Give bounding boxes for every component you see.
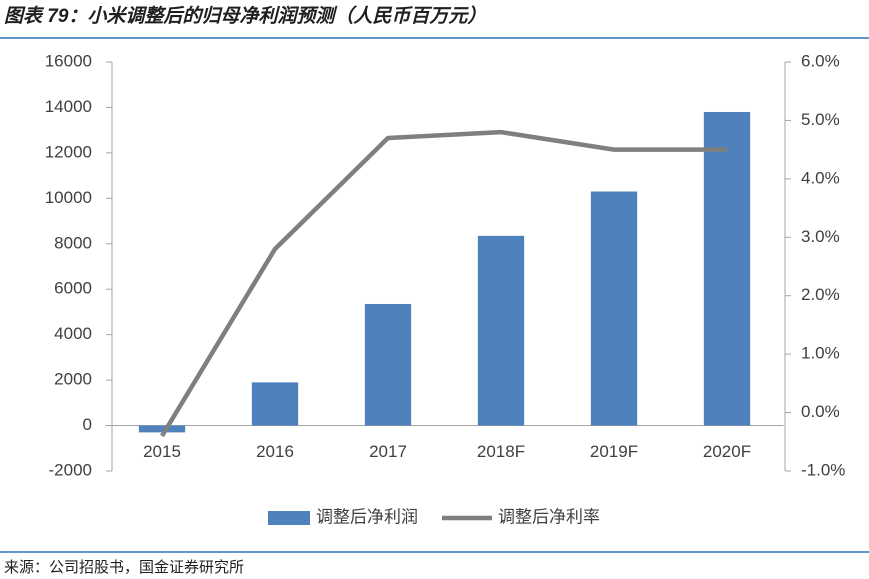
- y-tick-label: 4000: [54, 324, 92, 343]
- y2-tick-label: 3.0%: [801, 227, 840, 246]
- chart-title: 图表 79：小米调整后的归母净利润预测（人民币百万元）: [4, 5, 486, 27]
- y-tick-label: 8000: [54, 233, 92, 252]
- x-tick-label: 2017: [369, 442, 407, 461]
- x-tick-label: 2018F: [477, 442, 525, 461]
- x-tick-label: 2016: [256, 442, 294, 461]
- y-tick-label: 16000: [45, 51, 92, 70]
- bar: [252, 382, 298, 425]
- legend-swatch: [268, 511, 310, 525]
- line: [162, 132, 727, 436]
- legend-label: 调整后净利润: [316, 507, 418, 526]
- x-tick-label: 2020F: [703, 442, 751, 461]
- bar: [704, 112, 750, 426]
- x-tick-label: 2019F: [590, 442, 638, 461]
- y-tick-label: 12000: [45, 142, 92, 161]
- bar: [139, 426, 185, 433]
- y-tick-label: 10000: [45, 188, 92, 207]
- y2-tick-label: 5.0%: [801, 110, 840, 129]
- y-tick-label: 2000: [54, 370, 92, 389]
- x-tick-label: 2015: [143, 442, 181, 461]
- source-note: 来源：公司招股书，国金证券研究所: [4, 559, 244, 576]
- bar: [478, 236, 524, 426]
- bar: [365, 304, 411, 426]
- y2-tick-label: 6.0%: [801, 51, 840, 70]
- y2-tick-label: 2.0%: [801, 285, 840, 304]
- y-tick-label: 14000: [45, 97, 92, 116]
- y-tick-label: 0: [83, 415, 92, 434]
- legend-label: 调整后净利率: [498, 507, 600, 526]
- bar: [591, 192, 637, 426]
- y2-tick-label: 4.0%: [801, 168, 840, 187]
- y-tick-label: 6000: [54, 279, 92, 298]
- y2-tick-label: 1.0%: [801, 344, 840, 363]
- y2-tick-label: 0.0%: [801, 402, 840, 421]
- y-tick-label: -2000: [49, 460, 92, 479]
- y2-tick-label: -1.0%: [801, 460, 845, 479]
